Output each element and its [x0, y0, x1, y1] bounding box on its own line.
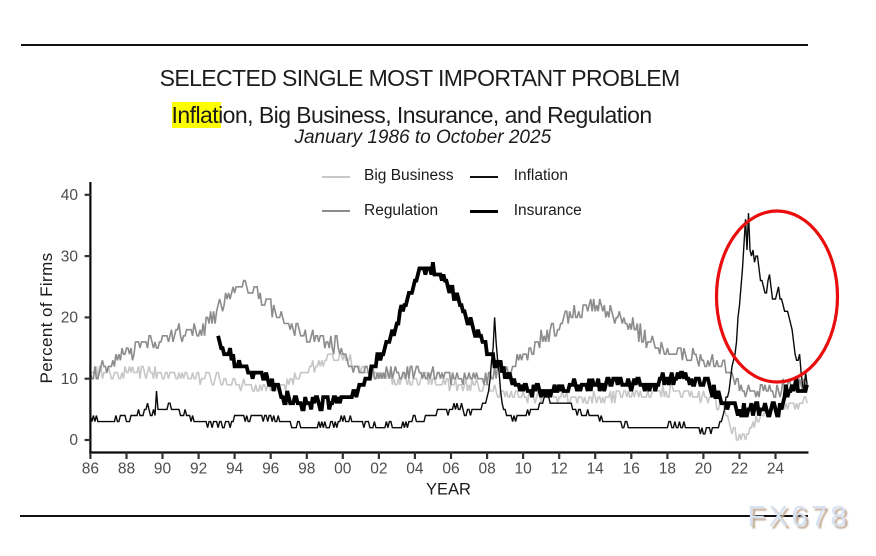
svg-text:92: 92: [190, 461, 207, 478]
svg-text:86: 86: [82, 461, 99, 478]
svg-text:24: 24: [767, 461, 785, 478]
svg-text:90: 90: [154, 461, 172, 478]
svg-text:04: 04: [406, 461, 424, 478]
svg-text:16: 16: [623, 461, 640, 478]
svg-text:00: 00: [334, 461, 352, 478]
svg-text:02: 02: [370, 461, 387, 478]
svg-text:20: 20: [695, 461, 713, 478]
svg-text:22: 22: [731, 461, 748, 478]
svg-text:08: 08: [478, 461, 495, 478]
svg-text:94: 94: [226, 461, 244, 478]
svg-text:12: 12: [551, 461, 568, 478]
svg-text:40: 40: [61, 187, 79, 204]
svg-text:06: 06: [442, 461, 459, 478]
svg-text:98: 98: [298, 461, 315, 478]
svg-text:0: 0: [69, 432, 78, 449]
svg-text:88: 88: [118, 461, 135, 478]
svg-text:YEAR: YEAR: [426, 481, 471, 499]
svg-text:14: 14: [587, 461, 605, 478]
svg-text:96: 96: [262, 461, 279, 478]
svg-text:Percent of Firms: Percent of Firms: [37, 252, 56, 383]
svg-text:18: 18: [659, 461, 676, 478]
svg-text:10: 10: [61, 371, 79, 388]
svg-text:30: 30: [61, 248, 79, 265]
svg-text:20: 20: [61, 310, 79, 327]
svg-text:10: 10: [514, 461, 532, 478]
